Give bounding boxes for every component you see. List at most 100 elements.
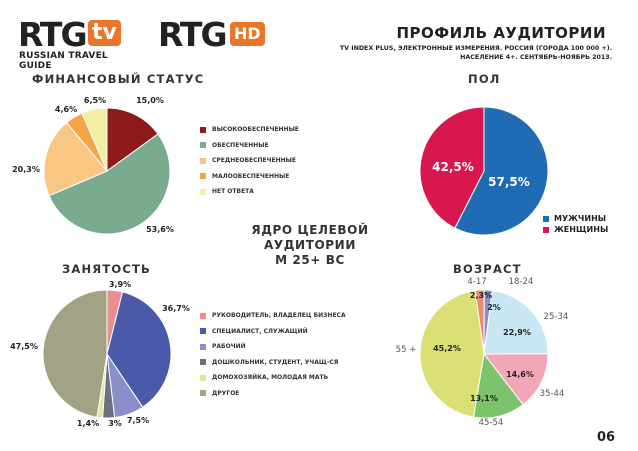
legend-item: ДРУГОЕ bbox=[200, 386, 346, 402]
page-title: ПРОФИЛЬ АУДИТОРИИ bbox=[396, 24, 606, 42]
slice-value-label: 6,5% bbox=[84, 96, 106, 105]
core-audience-label: ЯДРО ЦЕЛЕВОЙ АУДИТОРИИ М 25+ BC bbox=[250, 223, 370, 268]
logo-hd-badge: HD bbox=[230, 22, 265, 46]
logo-tv-badge: tv bbox=[88, 20, 121, 46]
pie-slice bbox=[42, 289, 108, 418]
legend-item: ДОМОХОЗЯЙКА, МОЛОДАЯ МАТЬ bbox=[200, 370, 346, 386]
slice-value-label: 42,5% bbox=[432, 160, 474, 174]
legend-item: ДОШКОЛЬНИК, СТУДЕНТ, УЧАЩ-СЯ bbox=[200, 355, 346, 371]
logo-rtg-tv-text: RTG bbox=[18, 15, 88, 54]
pie-chart-0: 15,0% 53,6% 20,3% 4,6% 6,5% bbox=[12, 96, 174, 235]
pie-slice bbox=[454, 106, 549, 236]
slice-value-label: 1,4% bbox=[77, 419, 99, 428]
slice-value-label: 2,3% bbox=[470, 291, 492, 300]
legend-label: МУЖЧИНЫ bbox=[554, 214, 607, 223]
slice-category-label: 45-54 bbox=[479, 418, 504, 428]
logo-rtg-hd: RTG HD bbox=[158, 18, 268, 54]
pie-slice bbox=[48, 133, 171, 235]
legend-gender: МУЖЧИНЫ ЖЕНЩИНЫ bbox=[543, 213, 608, 235]
slice-value-label: 22,9% bbox=[503, 328, 531, 337]
pie-slice bbox=[419, 106, 485, 229]
core-line-2: АУДИТОРИИ bbox=[264, 238, 356, 252]
legend-label: ОБЕСПЕЧЕННЫЕ bbox=[212, 141, 269, 149]
pie-slice bbox=[106, 291, 172, 408]
legend-item: СРЕДНЕОБЕСПЕЧЕННЫЕ bbox=[200, 153, 299, 169]
section-title-gender: ПОЛ bbox=[468, 72, 501, 86]
legend-item: ОБЕСПЕЧЕННЫЕ bbox=[200, 138, 299, 154]
logo-rtg-tv: RTG tv RUSSIAN TRAVEL GUIDE bbox=[18, 15, 138, 71]
legend-item: МАЛООБЕСПЕЧЕННЫЕ bbox=[200, 169, 299, 185]
legend-item: РАБОЧИЙ bbox=[200, 339, 346, 355]
legend-item: РУКОВОДИТЕЛЬ, ВЛАДЕЛЕЦ БИЗНЕСА bbox=[200, 308, 346, 324]
pie-slice bbox=[483, 289, 549, 355]
legend-item: ВЫСОКООБЕСПЕЧЕННЫЕ bbox=[200, 122, 299, 138]
pie-slice bbox=[419, 290, 485, 418]
legend-swatch bbox=[200, 374, 206, 381]
legend-swatch bbox=[200, 390, 206, 397]
core-line-3: М 25+ BC bbox=[275, 253, 345, 267]
slice-value-label: 7,5% bbox=[127, 416, 149, 425]
legend-item: СПЕЦИАЛИСТ, СЛУЖАЩИЙ bbox=[200, 324, 346, 340]
legend-label: НЕТ ОТВЕТА bbox=[212, 188, 254, 196]
legend-swatch bbox=[200, 188, 206, 195]
legend-label: ДРУГОЕ bbox=[212, 389, 240, 397]
page-number: 06 bbox=[597, 430, 616, 445]
slice-value-label: 3,9% bbox=[109, 280, 131, 289]
section-title-employment: ЗАНЯТОСТЬ bbox=[62, 262, 152, 276]
legend-swatch bbox=[200, 343, 206, 350]
legend-swatch bbox=[543, 215, 549, 222]
pie-slice bbox=[482, 353, 549, 406]
slice-category-label: 25-34 bbox=[544, 312, 569, 322]
legend-swatch bbox=[200, 157, 206, 164]
legend-item: ЖЕНЩИНЫ bbox=[543, 224, 608, 235]
legend-item: МУЖЧИНЫ bbox=[543, 213, 608, 224]
slice-value-label: 47,5% bbox=[10, 342, 38, 351]
subtitle-line-1: TV INDEX PLUS, ЭЛЕКТРОННЫЕ ИЗМЕРЕНИЯ. РО… bbox=[339, 45, 612, 52]
logo-tagline: RUSSIAN TRAVEL GUIDE bbox=[19, 51, 108, 71]
legend-swatch bbox=[200, 173, 206, 180]
page-subtitle: TV INDEX PLUS, ЭЛЕКТРОННЫЕ ИЗМЕРЕНИЯ. РО… bbox=[282, 44, 612, 62]
legend-label: ДОШКОЛЬНИК, СТУДЕНТ, УЧАЩ-СЯ bbox=[212, 358, 339, 366]
slice-value-label: 53,6% bbox=[146, 225, 174, 234]
pie-slice bbox=[43, 122, 108, 197]
subtitle-line-2: НАСЕЛЕНИЕ 4+. СЕНТЯБРЬ-НОЯБРЬ 2013. bbox=[460, 54, 612, 61]
pie-slice bbox=[106, 107, 159, 172]
slice-value-label: 13,1% bbox=[470, 394, 498, 403]
legend-swatch bbox=[543, 226, 549, 233]
pie-chart-1: 57,5% 42,5% bbox=[419, 106, 549, 236]
legend-finance: ВЫСОКООБЕСПЕЧЕННЫЕ ОБЕСПЕЧЕННЫЕ СРЕДНЕОБЕС… bbox=[200, 122, 299, 200]
slice-value-label: 20,3% bbox=[12, 165, 40, 174]
slice-value-label: 14,6% bbox=[506, 370, 534, 379]
legend-label: ДОМОХОЗЯЙКА, МОЛОДАЯ МАТЬ bbox=[212, 374, 329, 382]
slice-category-label: 55 + bbox=[396, 345, 417, 355]
legend-label: РУКОВОДИТЕЛЬ, ВЛАДЕЛЕЦ БИЗНЕСА bbox=[212, 312, 346, 320]
pie-chart-3: 2,3% 2% 22,9% 14,6% 13,1% 45,2% 4-17 18-24 25-34… bbox=[396, 277, 569, 428]
slice-category-label: 35-44 bbox=[540, 389, 565, 399]
logo-rtg-hd-text: RTG bbox=[158, 15, 228, 54]
slice-value-label: 45,2% bbox=[433, 344, 461, 353]
legend-label: МАЛООБЕСПЕЧЕННЫЕ bbox=[212, 172, 290, 180]
legend-label: ВЫСОКООБЕСПЕЧЕННЫЕ bbox=[212, 126, 299, 134]
legend-label: ЖЕНЩИНЫ bbox=[554, 225, 609, 234]
slice-category-label: 4-17 bbox=[467, 277, 486, 287]
legend-label: СРЕДНЕОБЕСПЕЧЕННЫЕ bbox=[212, 157, 296, 165]
legend-swatch bbox=[200, 328, 206, 335]
legend-swatch bbox=[200, 359, 206, 366]
slice-value-label: 4,6% bbox=[55, 105, 77, 114]
section-title-finance: ФИНАНСОВЫЙ СТАТУС bbox=[32, 72, 205, 86]
slice-value-label: 15,0% bbox=[136, 96, 164, 105]
legend-swatch bbox=[200, 126, 206, 133]
legend-label: РАБОЧИЙ bbox=[212, 343, 246, 351]
section-title-age: ВОЗРАСТ bbox=[453, 262, 522, 276]
legend-employment: РУКОВОДИТЕЛЬ, ВЛАДЕЛЕЦ БИЗНЕСА СПЕЦИАЛИСТ… bbox=[200, 308, 346, 401]
slice-value-label: 36,7% bbox=[162, 304, 190, 313]
slice-category-label: 18-24 bbox=[509, 277, 534, 287]
legend-label: СПЕЦИАЛИСТ, СЛУЖАЩИЙ bbox=[212, 327, 308, 335]
pie-chart-2: 3,9% 36,7% 7,5% 3% 1,4% 47,5% bbox=[10, 280, 190, 428]
slice-value-label: 3% bbox=[108, 419, 122, 428]
slice-value-label: 2% bbox=[487, 303, 501, 312]
core-line-1: ЯДРО ЦЕЛЕВОЙ bbox=[251, 223, 369, 237]
legend-swatch bbox=[200, 312, 206, 319]
pie-slice bbox=[81, 107, 108, 172]
